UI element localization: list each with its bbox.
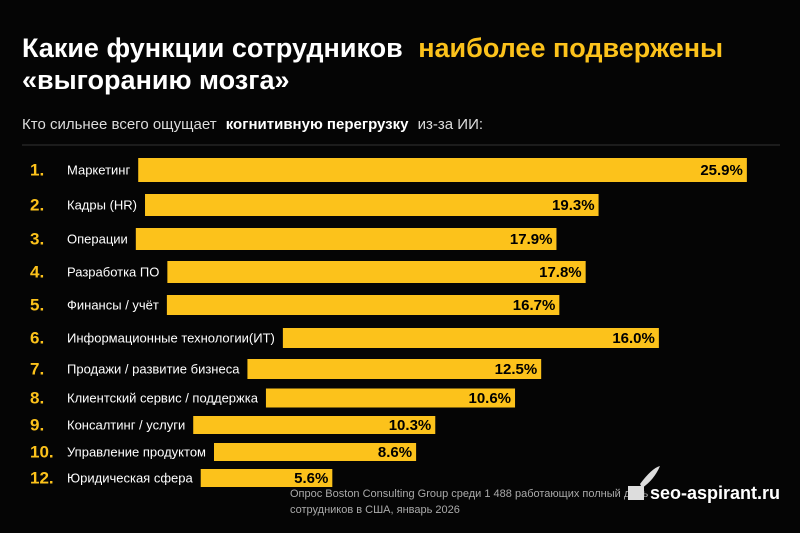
subtitle-end: из-за ИИ: [418,116,483,133]
category-label: Операции [67,231,128,246]
logo-icon [628,486,644,500]
bar [200,469,333,487]
value-label: 17.8% [539,264,582,281]
value-label: 12.5% [495,361,538,378]
rank: 10. [30,442,54,461]
bar [265,388,516,408]
value-label: 25.9% [700,162,743,179]
rank: 6. [30,328,44,347]
source-line: Опрос Boston Consulting Group среди 1 48… [290,488,648,500]
rank: 7. [30,359,44,378]
bar [166,295,560,315]
bar [282,328,659,348]
category-label: Юридическая сфера [67,470,193,485]
title-end: «выгоранию мозга» [22,65,289,95]
value-label: 8.6% [378,444,412,461]
bar [135,228,557,250]
value-label: 5.6% [294,470,328,487]
logo-leaf [640,466,660,488]
category-label: Финансы / учёт [67,297,159,312]
value-label: 10.3% [389,417,432,434]
value-label: 17.9% [510,231,553,248]
value-label: 10.6% [468,390,511,407]
category-label: Кадры (HR) [67,197,137,212]
rank: 5. [30,295,44,314]
rank: 9. [30,415,44,434]
title-start: Какие функции сотрудников [22,33,403,63]
category-label: Информационные технологии(ИТ) [67,330,275,345]
category-label: Продажи / развитие бизнеса [67,361,240,376]
category-label: Клиентский сервис / поддержка [67,390,259,405]
bar [193,416,436,434]
rank: 3. [30,229,44,248]
rank: 8. [30,388,44,407]
subtitle: Кто сильнее всего ощущает когнитивную пе… [22,116,483,133]
value-label: 19.3% [552,197,595,214]
chart-title: Какие функции сотрудников наиболее подве… [22,33,723,63]
bar [167,261,586,283]
source-line: сотрудников в США, январь 2026 [290,504,460,516]
bar [138,158,747,182]
brand-logo: seo-aspirant.ru [628,466,780,503]
category-label: Консалтинг / услуги [67,417,185,432]
bar [145,194,599,216]
bar [247,359,542,379]
rank: 4. [30,262,44,281]
value-label: 16.0% [612,330,655,347]
category-label: Управление продуктом [67,444,206,459]
category-label: Маркетинг [67,162,130,177]
value-label: 16.7% [513,297,556,314]
subtitle-start: Кто сильнее всего ощущает [22,116,217,133]
rank: 12. [30,468,54,487]
rank: 2. [30,195,44,214]
rank: 1. [30,160,44,179]
subtitle-bold: когнитивную перегрузку [226,116,409,133]
bar [214,443,417,461]
title-highlight: наиболее подвержены [418,33,723,63]
brand: seo-aspirant.ru [650,483,780,503]
category-label: Разработка ПО [67,264,159,279]
